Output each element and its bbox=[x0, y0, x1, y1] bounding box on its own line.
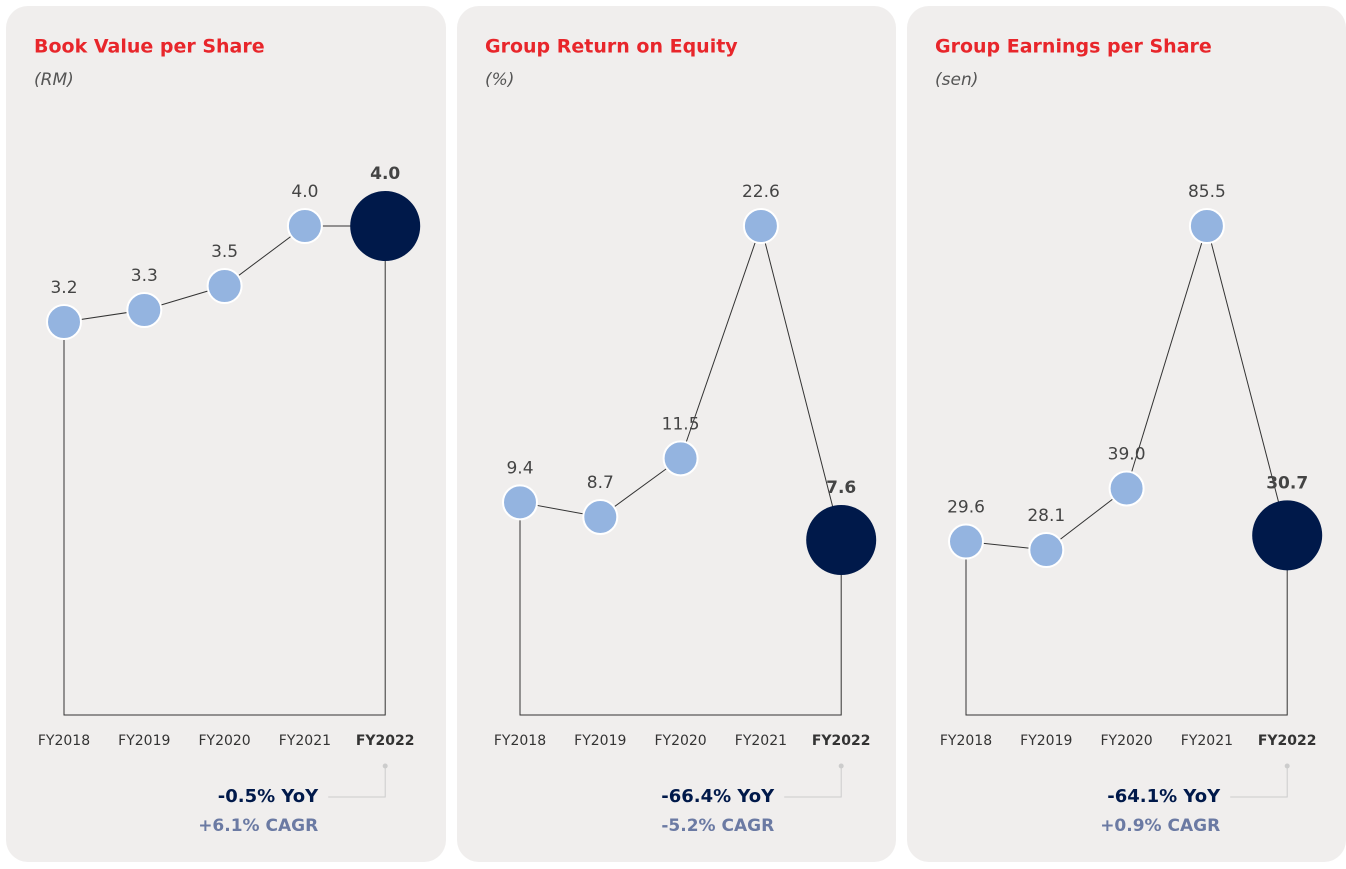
category-label: FY2019 bbox=[1020, 733, 1072, 749]
value-label: 7.6 bbox=[826, 478, 856, 498]
value-label: 3.2 bbox=[50, 278, 77, 298]
category-label: FY2020 bbox=[654, 733, 706, 749]
panel bbox=[457, 6, 896, 862]
category-label: FY2022 bbox=[1258, 733, 1317, 749]
yoy-label: -64.1% YoY bbox=[1107, 786, 1221, 807]
value-label: 3.3 bbox=[131, 266, 158, 286]
yoy-label: -66.4% YoY bbox=[661, 786, 775, 807]
value-label: 28.1 bbox=[1027, 506, 1065, 526]
panel-subtitle: (sen) bbox=[935, 70, 978, 90]
value-label: 29.6 bbox=[947, 498, 985, 518]
dot bbox=[502, 484, 538, 521]
dot bbox=[948, 523, 984, 560]
panel-title: Group Earnings per Share bbox=[935, 36, 1212, 58]
panel bbox=[6, 6, 446, 862]
dot bbox=[286, 208, 323, 244]
yoy-label: -0.5% YoY bbox=[218, 786, 319, 807]
dot bbox=[582, 498, 619, 535]
annotation-connector bbox=[328, 766, 386, 798]
annotation-connector bbox=[784, 766, 842, 798]
category-label: FY2020 bbox=[198, 733, 250, 749]
dot bbox=[1028, 532, 1065, 568]
panel bbox=[907, 6, 1346, 862]
value-label: 4.0 bbox=[291, 182, 318, 202]
category-label: FY2019 bbox=[118, 733, 170, 749]
frame-line bbox=[965, 535, 1288, 716]
frame-line bbox=[519, 502, 842, 716]
highlight-dot bbox=[1252, 500, 1323, 571]
cagr-label: +6.1% CAGR bbox=[198, 816, 318, 836]
category-label: FY2022 bbox=[356, 733, 415, 749]
panel-title: Group Return on Equity bbox=[485, 36, 738, 58]
dot bbox=[1188, 208, 1225, 244]
highlight-dot bbox=[806, 505, 877, 575]
category-label: FY2018 bbox=[494, 733, 546, 749]
value-label: 39.0 bbox=[1108, 444, 1146, 464]
dot bbox=[742, 208, 779, 244]
value-label: 30.7 bbox=[1266, 473, 1308, 493]
value-label: 22.6 bbox=[742, 182, 780, 202]
cagr-label: -5.2% CAGR bbox=[661, 816, 774, 836]
value-label: 3.5 bbox=[211, 242, 238, 262]
category-label: FY2022 bbox=[812, 733, 871, 749]
dot bbox=[1108, 470, 1145, 507]
category-label: FY2020 bbox=[1100, 733, 1152, 749]
category-label: FY2018 bbox=[38, 733, 90, 749]
panel-subtitle: (%) bbox=[485, 70, 514, 90]
annotation-dot bbox=[382, 763, 388, 769]
annotation-dot bbox=[1284, 763, 1290, 769]
value-label: 9.4 bbox=[506, 458, 533, 478]
annotation-connector bbox=[1230, 766, 1288, 798]
category-label: FY2019 bbox=[574, 733, 626, 749]
value-label: 85.5 bbox=[1188, 182, 1226, 202]
value-label: 8.7 bbox=[587, 473, 614, 493]
highlight-dot bbox=[350, 191, 421, 261]
dot bbox=[46, 304, 82, 340]
panel-subtitle: (RM) bbox=[34, 70, 74, 90]
category-label: FY2021 bbox=[279, 733, 331, 749]
dot bbox=[126, 292, 163, 328]
cagr-label: +0.9% CAGR bbox=[1100, 816, 1220, 836]
annotation-dot bbox=[838, 763, 844, 769]
panel-title: Book Value per Share bbox=[34, 36, 265, 58]
value-label: 4.0 bbox=[370, 164, 400, 184]
value-label: 11.5 bbox=[662, 414, 700, 434]
category-label: FY2018 bbox=[940, 733, 992, 749]
dot bbox=[206, 268, 243, 304]
frame-line bbox=[63, 226, 386, 716]
dot bbox=[662, 440, 699, 477]
category-label: FY2021 bbox=[1181, 733, 1233, 749]
category-label: FY2021 bbox=[735, 733, 787, 749]
